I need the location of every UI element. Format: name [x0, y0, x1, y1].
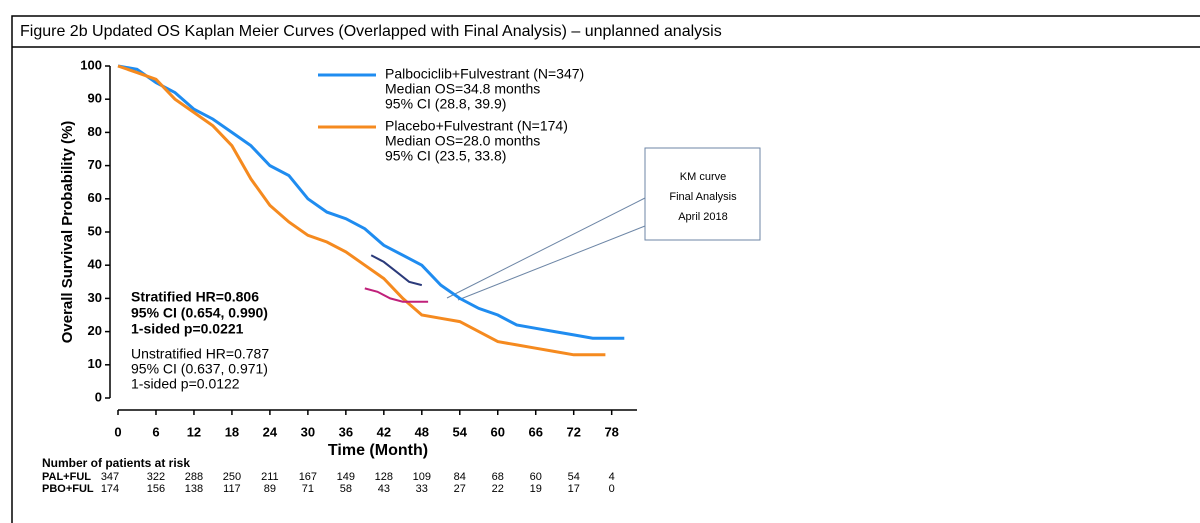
risk-value: 19	[530, 483, 542, 495]
x-tick-label: 78	[604, 424, 618, 439]
x-tick-label: 54	[453, 424, 468, 439]
risk-value: 347	[101, 471, 119, 483]
callout-line	[446, 197, 646, 299]
km-curve	[370, 254, 423, 287]
x-tick-label: 42	[377, 424, 391, 439]
y-axis-label: Overall Survival Probability (%)	[59, 121, 76, 344]
chart-title: Figure 2b Updated OS Kaplan Meier Curves…	[20, 23, 722, 40]
risk-value: 128	[375, 471, 393, 483]
y-tick-label: 40	[88, 257, 102, 272]
risk-value: 60	[530, 471, 542, 483]
y-tick-label: 20	[88, 323, 102, 338]
x-tick-label: 18	[225, 424, 239, 439]
risk-value: 22	[492, 483, 504, 495]
x-tick-label: 72	[566, 424, 580, 439]
legend-label: Placebo+Fulvestrant (N=174)	[385, 118, 568, 134]
x-tick-label: 48	[415, 424, 429, 439]
x-tick-label: 12	[187, 424, 201, 439]
x-tick-label: 6	[152, 424, 159, 439]
km-curve	[364, 287, 429, 303]
risk-value: 84	[454, 471, 466, 483]
hr-stratified: 95% CI (0.654, 0.990)	[131, 305, 268, 321]
y-tick-label: 50	[88, 223, 102, 238]
x-tick-label: 66	[528, 424, 542, 439]
x-tick-label: 36	[339, 424, 353, 439]
legend-note: Median OS=28.0 months	[385, 133, 540, 149]
risk-value: 288	[185, 471, 203, 483]
risk-value: 4	[609, 471, 615, 483]
risk-value: 58	[340, 483, 352, 495]
risk-value: 167	[299, 471, 317, 483]
frame	[11, 15, 1200, 523]
risk-value: 109	[413, 471, 431, 483]
y-tick-label: 10	[88, 356, 102, 371]
x-tick-label: 30	[301, 424, 315, 439]
x-tick-label: 60	[491, 424, 505, 439]
y-tick-label: 100	[80, 57, 102, 72]
y-tick-label: 0	[95, 389, 102, 404]
risk-value: 211	[261, 471, 279, 483]
km-curve	[117, 64, 625, 340]
hr-unstratified: 1-sided p=0.0122	[131, 376, 240, 392]
risk-value: 27	[454, 483, 466, 495]
x-axis-label: Time (Month)	[328, 442, 428, 459]
x-tick-label: 24	[263, 424, 278, 439]
legend-note: 95% CI (28.8, 39.9)	[385, 96, 506, 112]
legend-note: Median OS=34.8 months	[385, 81, 540, 97]
callout-line	[457, 225, 646, 301]
risk-value: 156	[147, 483, 165, 495]
risk-value: 54	[568, 471, 580, 483]
callout-box	[644, 147, 761, 241]
risk-value: 174	[101, 483, 119, 495]
km-curve	[117, 64, 606, 357]
y-tick-label: 60	[88, 190, 102, 205]
risk-value: 17	[568, 483, 580, 495]
risk-value: 250	[223, 471, 241, 483]
legend-label: Palbociclib+Fulvestrant (N=347)	[385, 66, 584, 82]
risk-value: 43	[378, 483, 390, 495]
hr-unstratified: 95% CI (0.637, 0.971)	[131, 361, 268, 377]
risk-row-label: PAL+FUL	[42, 471, 91, 483]
risk-value: 0	[609, 483, 615, 495]
y-tick-label: 70	[88, 157, 102, 172]
hr-stratified: Stratified HR=0.806	[131, 289, 259, 305]
risk-value: 322	[147, 471, 165, 483]
y-tick-label: 30	[88, 290, 102, 305]
callout-text: KM curve	[680, 171, 726, 183]
legend-note: 95% CI (23.5, 33.8)	[385, 148, 506, 164]
risk-row-label: PBO+FUL	[42, 483, 94, 495]
x-tick-label: 0	[114, 424, 121, 439]
callout-text: April 2018	[678, 211, 728, 223]
callout-text: Final Analysis	[669, 191, 737, 203]
risk-value: 149	[337, 471, 355, 483]
hr-stratified: 1-sided p=0.0221	[131, 321, 244, 337]
risk-value: 89	[264, 483, 276, 495]
risk-value: 138	[185, 483, 203, 495]
risk-value: 33	[416, 483, 428, 495]
risk-value: 71	[302, 483, 314, 495]
risk-value: 68	[492, 471, 504, 483]
hr-unstratified: Unstratified HR=0.787	[131, 346, 269, 362]
risk-value: 117	[223, 483, 241, 495]
y-tick-label: 90	[88, 91, 102, 106]
risk-title: Number of patients at risk	[42, 456, 190, 470]
y-tick-label: 80	[88, 124, 102, 139]
